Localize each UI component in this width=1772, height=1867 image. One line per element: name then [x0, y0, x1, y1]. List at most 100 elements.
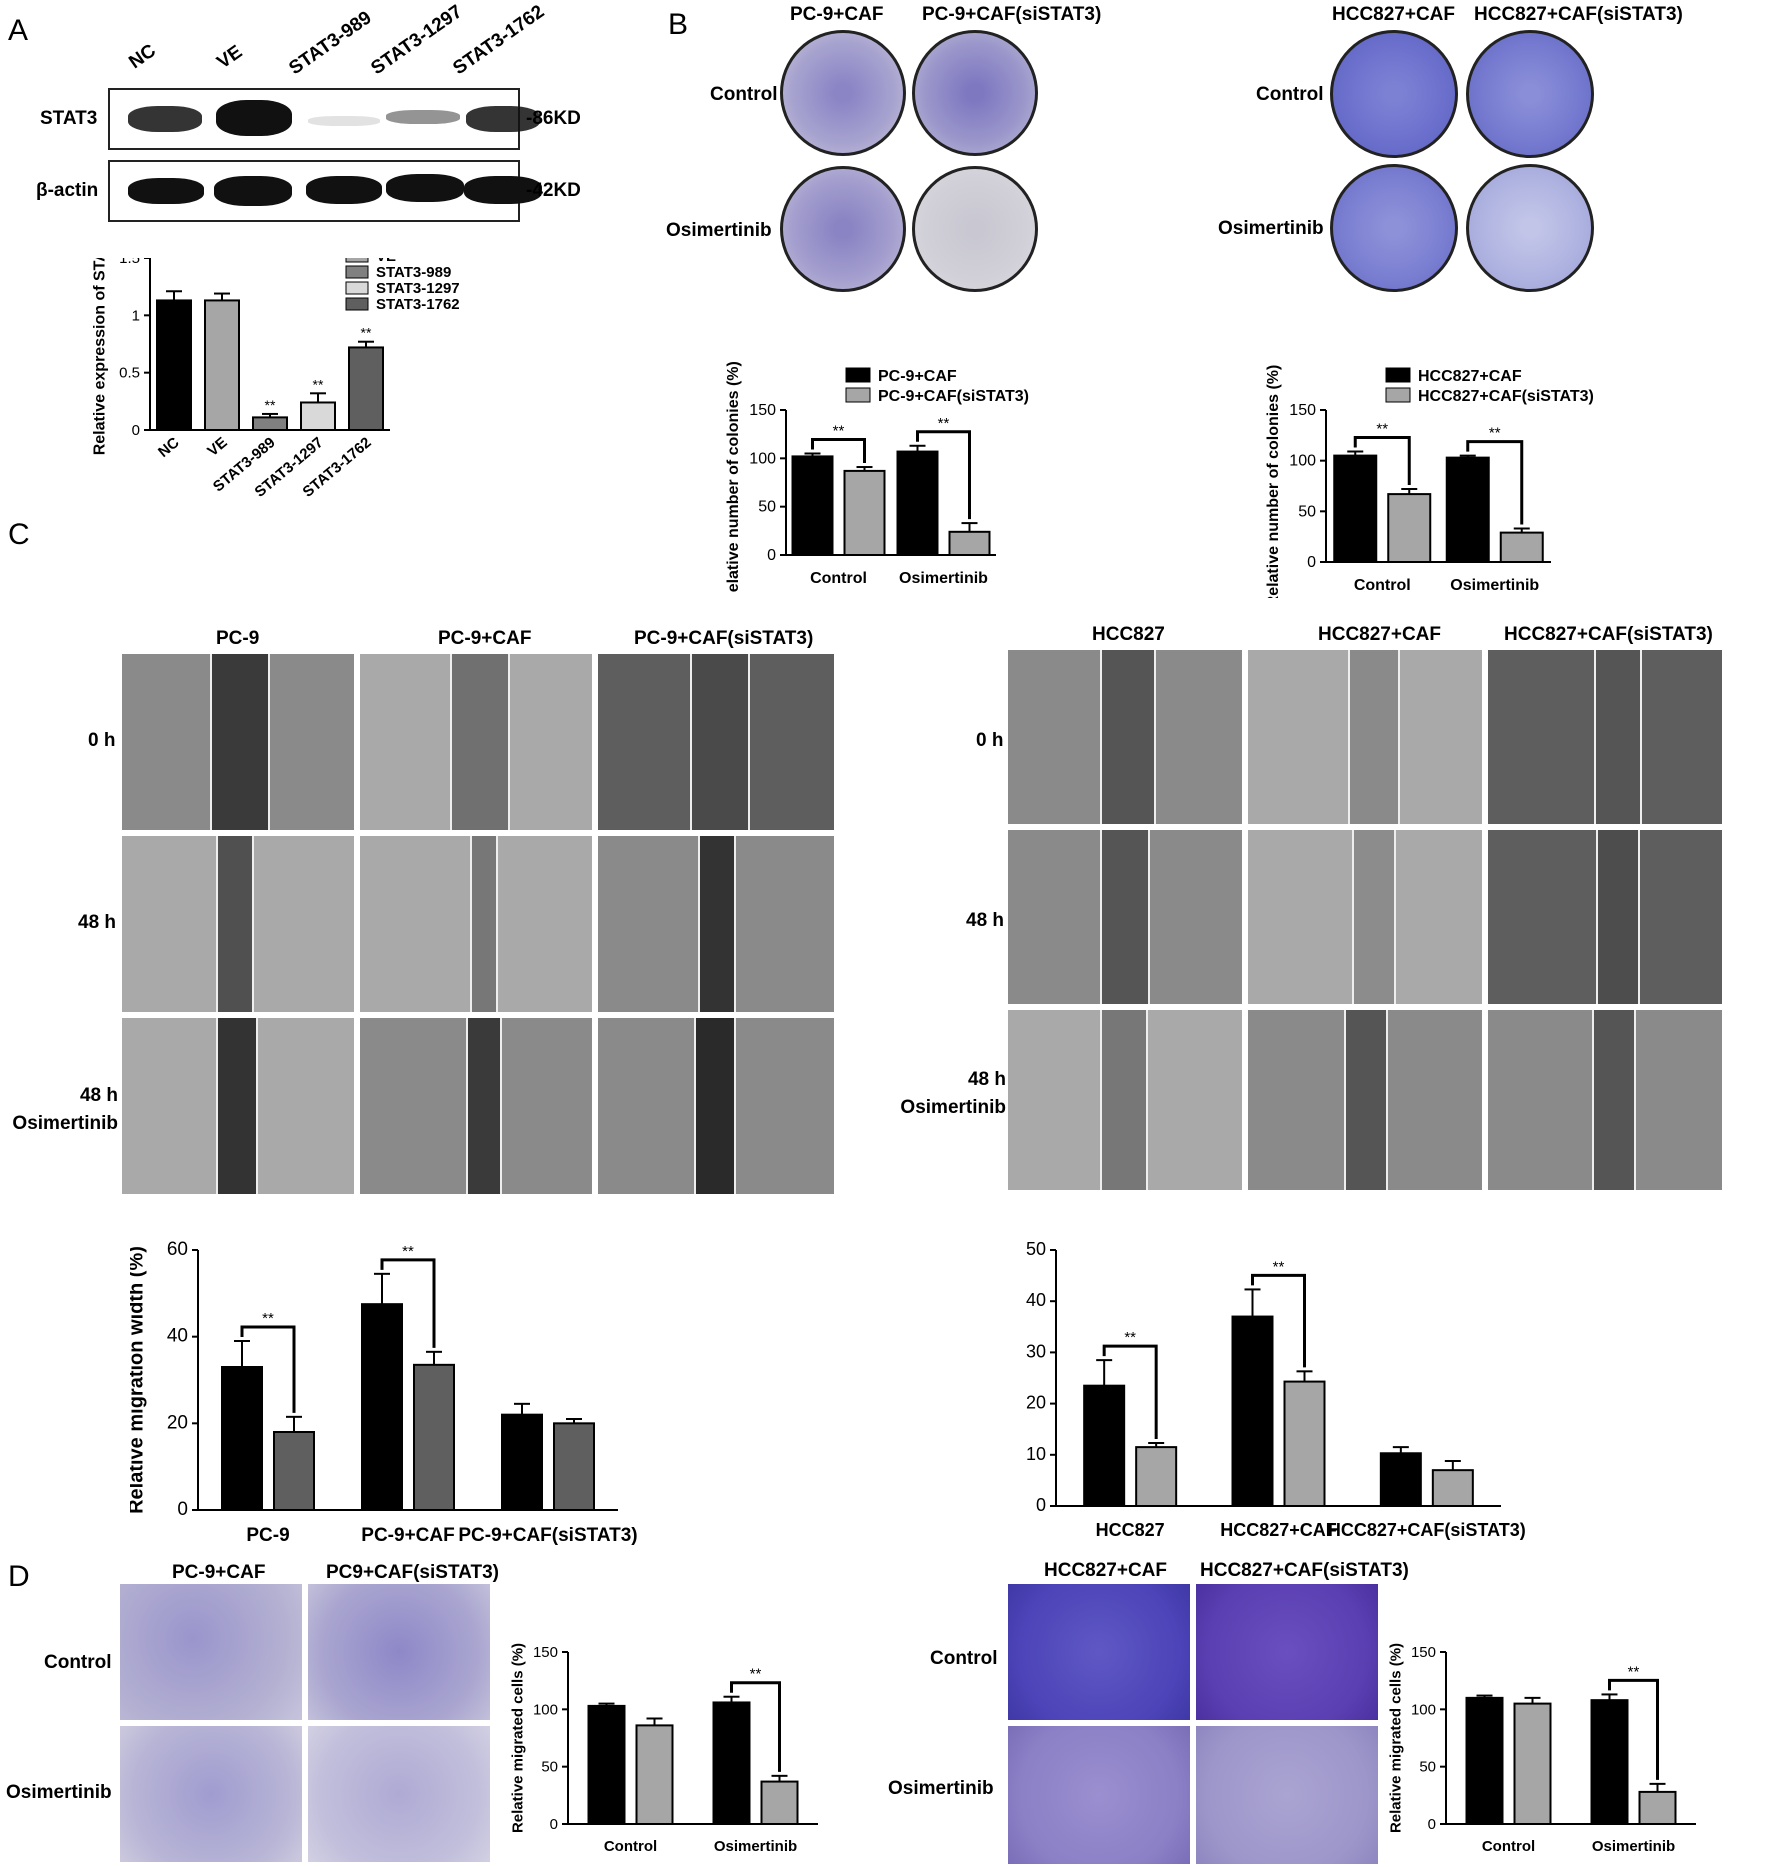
- plot-area: 0 20 40 60 Relative migration width (%) ** PC-…: [130, 1239, 638, 1546]
- chart-c1: 0 20 40 60 Relative migration width (%) ** PC-…: [130, 1239, 638, 1546]
- transwell-image: [308, 1726, 490, 1862]
- legend-swatch: [345, 281, 369, 295]
- y-axis-label: Relative number of colonies (%): [725, 361, 742, 592]
- scratch-image: [598, 1018, 834, 1194]
- significance-bracket: [240, 1325, 296, 1413]
- scratch-image: [1248, 830, 1482, 1004]
- legend-label: HCC827+CAF: [1418, 368, 1522, 385]
- legend-swatch: [1385, 367, 1411, 383]
- bar: [635, 1724, 674, 1825]
- bar: [896, 450, 939, 556]
- bar: [1638, 1790, 1677, 1825]
- scratch-image: [360, 1018, 592, 1194]
- significance-bracket: [1466, 440, 1524, 525]
- y-tick-label: 20: [1026, 1393, 1046, 1413]
- scratch-image: [122, 1018, 354, 1194]
- lane-label: STAT3-1297: [367, 1, 467, 80]
- y-tick-label: 60: [167, 1239, 188, 1260]
- panel-label-d: D: [8, 1560, 30, 1593]
- colony-dish: [912, 166, 1038, 292]
- legend-label: STAT3-1297: [376, 280, 460, 297]
- column-label: PC-9+CAF(siSTAT3): [922, 4, 1102, 25]
- transwell-image: [1008, 1584, 1190, 1720]
- bar: [1379, 1452, 1422, 1507]
- y-tick-label: 0: [1036, 1495, 1046, 1515]
- colony-dish: [912, 30, 1038, 156]
- colony-dish: [780, 30, 906, 156]
- lane-label: VE: [213, 41, 247, 74]
- x-tick-label: HCC827+CAF(siSTAT3): [1328, 1520, 1526, 1540]
- y-tick-label: 50: [1026, 1239, 1046, 1259]
- scratch-image: [360, 836, 592, 1012]
- y-tick-label: 10: [1026, 1444, 1046, 1464]
- blot-row-label: β-actin: [36, 180, 99, 201]
- column-label: HCC827+CAF: [1044, 1560, 1168, 1581]
- row-label: Control: [930, 1648, 998, 1669]
- row-label: Control: [44, 1652, 112, 1673]
- transwell-image: [1008, 1726, 1190, 1864]
- scratch-image: [1488, 1010, 1722, 1190]
- bar: [1333, 454, 1378, 563]
- bar: [1231, 1315, 1274, 1507]
- bar: [252, 416, 288, 431]
- row-label: 48 h: [78, 912, 117, 933]
- bar: [156, 299, 192, 431]
- y-tick-label: 0: [132, 422, 140, 439]
- legend-label: HCC827+CAF(siSTAT3): [1418, 388, 1594, 405]
- y-tick-label: 150: [1289, 402, 1316, 419]
- transwell-image: [308, 1584, 490, 1720]
- blot-actin-strip: [108, 160, 542, 222]
- row-label: 48 h Osimertinib: [12, 1085, 118, 1134]
- legend-swatch: [345, 297, 369, 311]
- y-tick-label: 0: [550, 1816, 558, 1833]
- bar: [1513, 1702, 1552, 1825]
- y-tick-label: 1.5: [119, 258, 140, 267]
- y-tick-label: 0: [177, 1499, 188, 1520]
- bar: [273, 1431, 315, 1511]
- significance-mark: **: [262, 1310, 274, 1327]
- chart-a: 0 0.5 1 1.5 Relative expression of STAT3 NC VE…: [92, 258, 460, 501]
- chart-b1: 0 50 100 150 Relative number of colonies (%)…: [725, 361, 1029, 592]
- y-tick-label: 100: [1411, 1701, 1436, 1718]
- x-tick-label: Osimertinib: [899, 570, 988, 587]
- scratch-image: [1488, 830, 1722, 1004]
- significance-bracket: [730, 1681, 781, 1772]
- blot-row-label: STAT3: [40, 108, 98, 129]
- bar: [413, 1363, 455, 1511]
- lane-label: STAT3-989: [285, 7, 376, 80]
- plot-area: 0 50 100 150 Relative migrated cells (%) Cont…: [1388, 1643, 1696, 1855]
- y-tick-label: 100: [1289, 453, 1316, 470]
- y-tick-label: 0: [1307, 554, 1316, 571]
- legend-label: STAT3-1762: [376, 296, 460, 313]
- bar: [1499, 531, 1544, 563]
- y-tick-label: 40: [1026, 1290, 1046, 1310]
- x-tick-label: NC: [155, 434, 183, 461]
- scratch-image: [122, 836, 354, 1012]
- significance-bracket: [1251, 1273, 1306, 1368]
- scratch-image: [1488, 650, 1722, 824]
- scratch-image: [122, 654, 354, 830]
- bar: [1387, 493, 1432, 563]
- bar: [1135, 1446, 1178, 1507]
- significance-mark: **: [1376, 421, 1388, 438]
- column-label: PC9+CAF(siSTAT3): [326, 1562, 499, 1583]
- transwell-image: [120, 1584, 302, 1720]
- row-label: Osimertinib: [6, 1782, 112, 1803]
- bar: [204, 299, 240, 431]
- y-tick-label: 50: [1419, 1759, 1436, 1776]
- significance-mark: **: [313, 376, 324, 392]
- bar: [1431, 1469, 1474, 1507]
- significance-mark: **: [750, 1666, 762, 1683]
- y-tick-label: 40: [167, 1326, 188, 1347]
- bar: [348, 346, 384, 431]
- plot-area: 0 50 100 150 Relative migrated cells (%) Cont…: [510, 1643, 818, 1855]
- y-axis-label: Relative migrated cells (%): [1388, 1643, 1405, 1833]
- bar: [712, 1701, 751, 1825]
- y-tick-label: 0: [767, 547, 776, 564]
- chart-b2: 0 50 100 150 Relative number of colonies (%)…: [1265, 365, 1594, 598]
- y-tick-label: 150: [1411, 1644, 1436, 1661]
- x-tick-label: PC-9: [246, 1525, 289, 1546]
- significance-mark: **: [402, 1243, 414, 1260]
- bar: [1083, 1384, 1126, 1507]
- bar: [587, 1704, 626, 1825]
